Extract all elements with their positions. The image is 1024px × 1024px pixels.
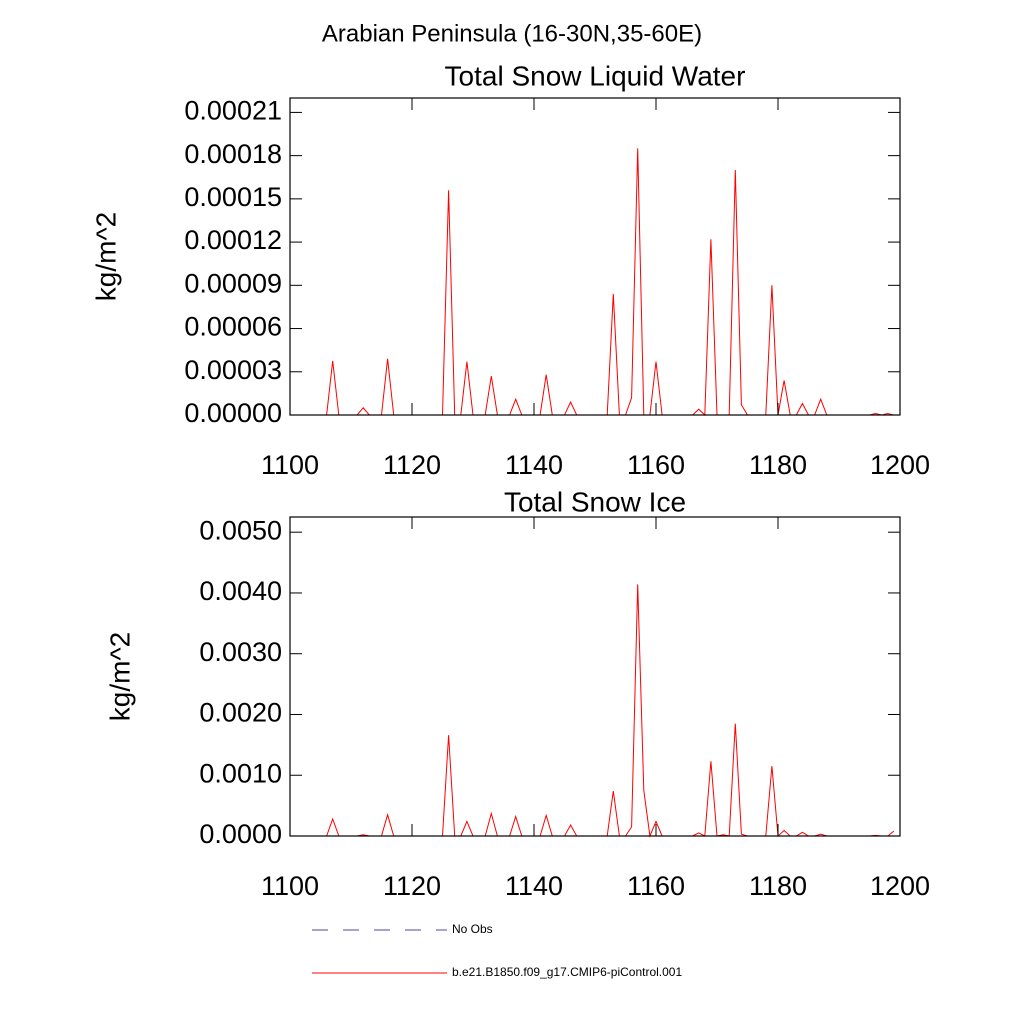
legend-label: b.e21.B1850.f09_g17.CMIP6-piControl.001 — [452, 965, 682, 979]
x-tick-label: 1140 — [505, 450, 563, 480]
x-tick-label: 1120 — [383, 450, 441, 480]
x-tick-label: 1100 — [261, 871, 319, 901]
y-tick-label: 0.00000 — [184, 398, 282, 428]
x-tick-label: 1200 — [870, 450, 930, 480]
y-axis-label: kg/m^2 — [90, 212, 121, 301]
x-tick-label: 1100 — [261, 450, 319, 480]
legend-label: No Obs — [452, 922, 493, 936]
x-tick-label: 1200 — [870, 871, 930, 901]
y-tick-label: 0.0050 — [199, 515, 282, 545]
y-tick-label: 0.00018 — [184, 139, 282, 169]
y-tick-label: 0.0040 — [199, 576, 282, 606]
chart-title: Total Snow Ice — [504, 486, 686, 517]
plot-frame — [289, 516, 901, 837]
x-tick-label: 1160 — [627, 450, 685, 480]
y-tick-label: 0.00021 — [184, 96, 282, 126]
figure-title: Arabian Peninsula (16-30N,35-60E) — [322, 20, 702, 47]
x-tick-label: 1180 — [749, 871, 807, 901]
y-tick-label: 0.00003 — [184, 355, 282, 385]
chart-title: Total Snow Liquid Water — [445, 60, 746, 91]
y-tick-label: 0.0020 — [199, 698, 282, 728]
y-tick-label: 0.00015 — [184, 182, 282, 212]
x-tick-label: 1140 — [505, 871, 563, 901]
y-tick-label: 0.00012 — [184, 225, 282, 255]
plot-frame — [289, 97, 901, 416]
y-tick-label: 0.00009 — [184, 268, 282, 298]
x-tick-label: 1160 — [627, 871, 685, 901]
y-tick-label: 0.0000 — [199, 819, 282, 849]
y-axis-label: kg/m^2 — [104, 632, 135, 721]
y-tick-label: 0.0030 — [199, 637, 282, 667]
y-tick-label: 0.00006 — [184, 312, 282, 342]
x-tick-label: 1120 — [383, 871, 441, 901]
y-tick-label: 0.0010 — [199, 758, 282, 788]
x-tick-label: 1180 — [749, 450, 807, 480]
